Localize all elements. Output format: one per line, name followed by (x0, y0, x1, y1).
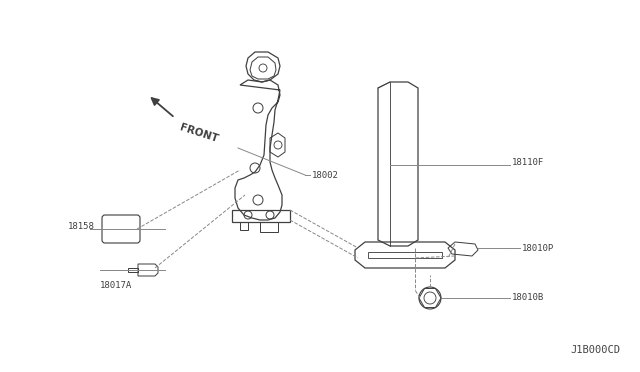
Text: 18010P: 18010P (522, 244, 554, 253)
Text: 18002: 18002 (312, 170, 339, 180)
Text: 18158: 18158 (68, 221, 95, 231)
Text: FRONT: FRONT (178, 122, 219, 144)
Text: 18110F: 18110F (512, 157, 544, 167)
Text: J1B000CD: J1B000CD (570, 345, 620, 355)
Text: 18010B: 18010B (512, 294, 544, 302)
Text: 18017A: 18017A (100, 280, 132, 289)
